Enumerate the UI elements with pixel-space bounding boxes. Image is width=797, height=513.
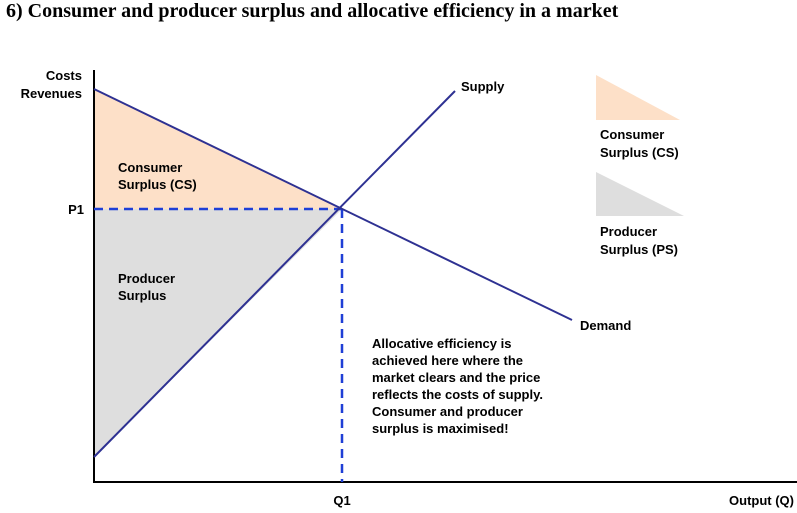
annotation-line: reflects the costs of supply. — [372, 387, 543, 402]
diagram-title: 6) Consumer and producer surplus and all… — [6, 0, 619, 22]
demand-curve — [93, 88, 573, 321]
consumer-surplus-label-line2: Surplus (CS) — [118, 177, 197, 192]
legend-ps-label-line1: Producer — [600, 224, 657, 239]
legend-cs-label-line2: Surplus (CS) — [600, 145, 679, 160]
supply-label: Supply — [461, 79, 505, 94]
y-axis-label-line2: Revenues — [21, 86, 82, 101]
annotation-line: Allocative efficiency is — [372, 336, 511, 351]
consumer-surplus-label-line1: Consumer — [118, 160, 182, 175]
producer-surplus-label-line1: Producer — [118, 271, 175, 286]
annotation-line: surplus is maximised! — [372, 421, 509, 436]
producer-surplus-label-line2: Surplus — [118, 288, 166, 303]
demand-label: Demand — [580, 318, 631, 333]
annotation-line: Consumer and producer — [372, 404, 523, 419]
annotation-line: achieved here where the — [372, 353, 523, 368]
allocative-efficiency-annotation: Allocative efficiency is achieved here w… — [372, 336, 543, 436]
price-tick-label: P1 — [68, 202, 84, 217]
supply-curve — [93, 90, 456, 458]
legend-ps-swatch — [596, 172, 684, 216]
legend-ps-label-line2: Surplus (PS) — [600, 242, 678, 257]
x-axis-label: Output (Q) — [729, 493, 794, 508]
annotation-line: market clears and the price — [372, 370, 540, 385]
legend-cs-swatch — [596, 75, 680, 120]
quantity-tick-label: Q1 — [333, 493, 350, 508]
y-axis-label-line1: Costs — [46, 68, 82, 83]
legend-cs-label-line1: Consumer — [600, 127, 664, 142]
